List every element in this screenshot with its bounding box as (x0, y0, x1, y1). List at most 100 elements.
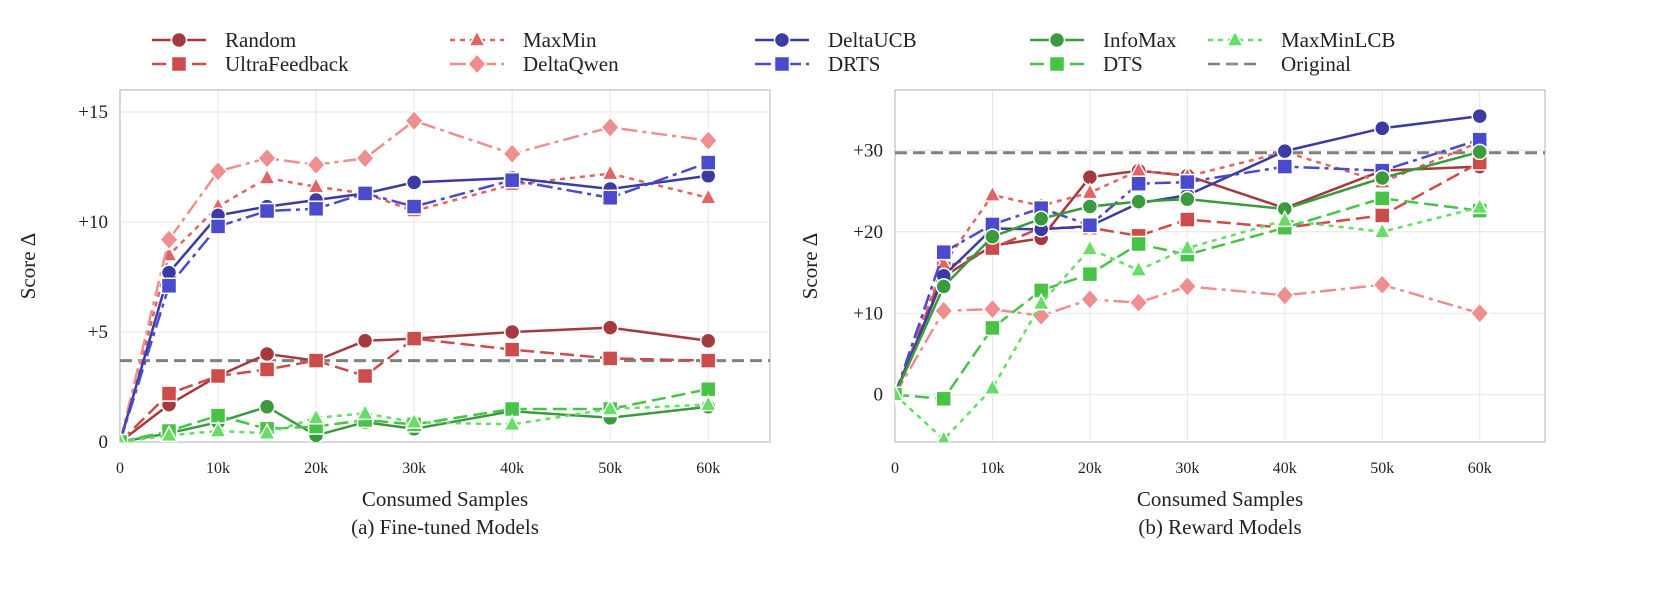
data-point (258, 398, 276, 416)
series-line (895, 197, 1480, 401)
series-maxminlcb (120, 394, 718, 442)
series-line (895, 283, 1481, 396)
data-point (698, 394, 718, 412)
data-point (984, 319, 1001, 337)
data-point (307, 200, 325, 218)
data-point (1130, 175, 1147, 192)
data-point (1373, 221, 1392, 239)
data-point (307, 352, 325, 369)
y-axis-label: Score Δ (798, 233, 822, 300)
data-point (895, 384, 905, 402)
series-line (895, 206, 1481, 442)
data-point (1081, 217, 1099, 234)
data-point (306, 407, 326, 425)
data-point (1471, 107, 1488, 125)
series-ultrafeedback (120, 330, 717, 442)
series-line (120, 174, 709, 442)
legend-marker-circle-icon (1048, 31, 1066, 49)
series-line (120, 405, 709, 442)
legend-entry-ultrafeedback: UltraFeedback (152, 52, 349, 76)
data-point (600, 398, 620, 416)
data-point (983, 377, 1002, 395)
x-tick-label: 10k (980, 460, 1004, 477)
x-tick-label: 60k (696, 460, 720, 477)
data-point (935, 278, 952, 295)
x-tick-label: 20k (1078, 460, 1102, 477)
plot-frame (894, 89, 1546, 443)
series-line (120, 326, 709, 442)
series-drts (120, 154, 717, 442)
x-axis-label: Consumed Samples (362, 487, 528, 511)
legend-label: InfoMax (1103, 28, 1177, 52)
legend-marker-circle-icon (170, 31, 188, 49)
data-point (1179, 173, 1196, 191)
legend-label: DTS (1103, 52, 1143, 76)
data-point (699, 352, 717, 369)
y-axis-label: Score Δ (16, 233, 40, 300)
legend-label: DeltaQwen (523, 52, 619, 76)
series-line (120, 387, 709, 442)
data-point (600, 116, 621, 139)
series-line (895, 114, 1480, 396)
data-point (935, 390, 952, 408)
x-tick-label: 30k (402, 460, 426, 477)
data-point (405, 174, 423, 191)
y-tick-label: +20 (853, 222, 883, 243)
panel-caption: (a) Fine-tuned Models (351, 515, 539, 539)
legend-entry-dts: DTS (1030, 52, 1143, 76)
data-point (209, 218, 227, 235)
data-point (503, 341, 521, 358)
legend-label: UltraFeedback (225, 52, 349, 76)
data-point (936, 428, 951, 442)
x-tick-label: 30k (1175, 460, 1199, 477)
x-tick-label: 50k (1370, 460, 1394, 477)
data-point (1374, 120, 1391, 137)
series-line (120, 172, 709, 442)
data-point (1128, 291, 1149, 314)
x-tick-label: 0 (891, 460, 899, 477)
data-point (601, 350, 619, 367)
data-point (306, 153, 327, 176)
data-point (1081, 198, 1099, 215)
series-maxminlcb (895, 196, 1489, 442)
x-tick-label: 20k (304, 460, 328, 477)
data-point (1374, 169, 1391, 187)
data-point (258, 202, 276, 220)
series-line (120, 403, 709, 442)
legend-entry-deltaucb: DeltaUCB (755, 28, 917, 52)
x-tick-label: 50k (598, 460, 622, 477)
y-tick-label: +10 (78, 212, 108, 233)
data-point (1275, 209, 1295, 228)
data-point (1031, 292, 1051, 311)
data-point (1130, 193, 1147, 210)
series-line (895, 161, 1481, 396)
data-point (404, 411, 424, 429)
data-point (356, 332, 374, 350)
y-tick-label: 0 (99, 432, 109, 453)
data-point (257, 167, 277, 185)
series-line (120, 337, 709, 442)
data-point (502, 413, 522, 432)
data-point (120, 431, 126, 442)
panel-caption: (b) Reward Models (1138, 515, 1301, 539)
data-point (159, 228, 180, 251)
data-point (405, 198, 423, 215)
legend-entry-random: Random (152, 28, 296, 52)
x-tick-label: 40k (1273, 460, 1297, 477)
legend-label: DeltaUCB (828, 28, 917, 52)
y-tick-label: +5 (88, 322, 108, 343)
data-point (1079, 288, 1100, 311)
y-tick-label: +30 (853, 140, 883, 161)
series-deltaqwen (120, 109, 719, 442)
data-point (208, 420, 228, 438)
legend-entry-drts: DRTS (755, 52, 880, 76)
data-point (601, 189, 619, 207)
data-point (1178, 237, 1197, 255)
data-point (1081, 265, 1099, 283)
data-point (405, 330, 423, 347)
data-point (1276, 142, 1294, 160)
data-point (1276, 158, 1294, 175)
plot-frame (119, 89, 771, 443)
legend-marker-diamond-icon (466, 52, 488, 76)
